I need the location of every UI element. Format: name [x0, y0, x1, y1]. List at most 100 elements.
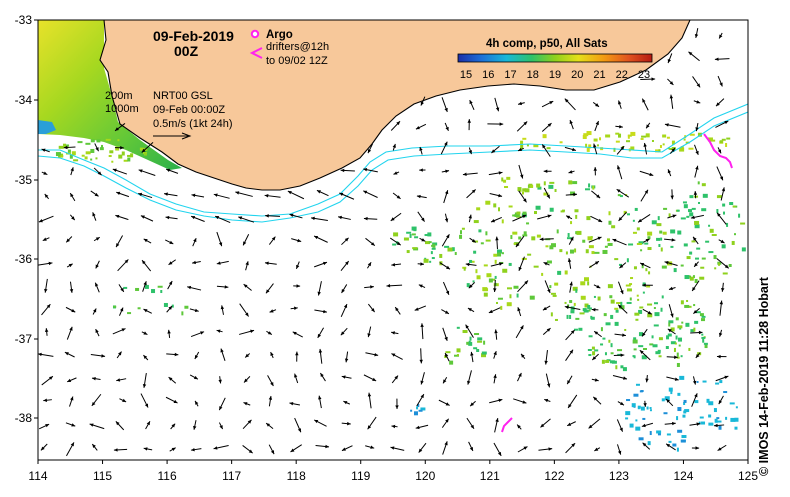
current-vector — [386, 284, 402, 287]
current-vector — [217, 330, 223, 333]
current-vector — [41, 444, 47, 450]
sst-pixel — [685, 323, 689, 327]
sst-pixel — [500, 306, 502, 310]
lat-tick-label: -37 — [15, 332, 33, 346]
current-vector — [593, 397, 601, 404]
sst-pixel — [151, 289, 155, 293]
current-vector — [66, 307, 75, 312]
current-vector — [217, 285, 228, 288]
current-vector — [470, 100, 474, 110]
current-vector — [166, 397, 178, 403]
current-vector — [440, 263, 450, 270]
sst-pixel — [678, 338, 682, 342]
sst-pixel — [630, 132, 635, 136]
current-vector — [314, 310, 327, 313]
current-vector — [368, 417, 377, 429]
current-vector — [392, 376, 398, 383]
sst-pixel — [537, 235, 541, 238]
lon-tick-label: 117 — [222, 469, 241, 483]
colorbar-tick-label: 18 — [527, 69, 539, 81]
sst-pixel — [587, 281, 589, 285]
current-vector — [318, 281, 322, 295]
sst-pixel — [637, 227, 640, 230]
current-vector — [119, 399, 126, 402]
sst-pixel — [675, 343, 677, 345]
sst-pixel — [414, 236, 418, 238]
sst-pixel — [672, 444, 676, 447]
sst-pixel — [584, 277, 589, 281]
current-vector — [45, 194, 49, 199]
sst-pixel — [406, 232, 411, 234]
current-vector — [341, 304, 347, 317]
current-vector — [294, 374, 298, 383]
current-vector — [544, 399, 550, 402]
sst-pixel — [708, 225, 710, 227]
current-vector — [718, 147, 721, 153]
colorbar-tick-label: 17 — [504, 69, 516, 81]
sst-pixel — [677, 393, 680, 396]
current-vector — [593, 144, 597, 154]
current-vector — [467, 370, 471, 384]
sst-pixel — [616, 310, 619, 313]
current-vector — [617, 146, 624, 154]
current-vector — [517, 373, 521, 381]
current-vector — [487, 122, 503, 125]
sst-pixel — [412, 247, 417, 249]
current-vector — [235, 191, 252, 196]
current-vector — [443, 282, 449, 295]
current-vector — [70, 282, 73, 293]
current-vector — [595, 121, 599, 131]
current-vector — [538, 447, 552, 450]
sst-pixel — [584, 310, 589, 313]
current-vector — [495, 237, 498, 249]
sst-pixel — [610, 315, 613, 319]
sst-pixel — [660, 238, 662, 241]
current-vector — [469, 215, 472, 222]
current-vector — [239, 330, 254, 335]
product-label: NRT00 GSL — [153, 90, 213, 102]
sst-pixel — [404, 238, 409, 241]
sst-pixel — [127, 158, 130, 162]
sst-pixel — [617, 349, 622, 351]
current-vector — [90, 423, 105, 428]
sst-pixel — [688, 148, 693, 150]
sst-pixel — [551, 312, 553, 316]
sst-pixel — [534, 211, 537, 214]
current-vector — [643, 143, 646, 154]
sst-pixel — [605, 352, 607, 355]
current-vector — [214, 446, 229, 450]
current-vector — [619, 212, 627, 221]
sst-pixel — [662, 295, 664, 298]
sst-pixel — [693, 304, 695, 306]
current-vector — [192, 261, 201, 264]
current-vector — [391, 354, 402, 360]
sst-pixel — [602, 360, 605, 364]
sst-pixel — [722, 204, 725, 207]
current-vector — [142, 331, 148, 334]
sst-pixel — [725, 143, 727, 147]
current-vector — [195, 352, 199, 359]
sst-pixel — [509, 263, 512, 266]
current-vector — [618, 402, 624, 406]
sst-pixel — [607, 238, 610, 241]
current-vector — [442, 419, 448, 428]
sst-pixel — [470, 337, 472, 341]
sst-pixel — [549, 285, 551, 288]
sst-pixel — [118, 155, 122, 159]
sst-pixel — [609, 295, 612, 298]
current-vector — [319, 349, 322, 364]
sst-pixel — [677, 448, 679, 452]
sst-pixel — [635, 427, 640, 431]
sst-pixel — [469, 260, 472, 263]
sst-pixel — [474, 333, 479, 335]
sst-pixel — [568, 180, 572, 184]
current-vector — [665, 123, 681, 127]
current-vector — [114, 448, 127, 451]
current-vector — [365, 446, 374, 449]
current-vector — [268, 375, 274, 386]
sst-pixel — [643, 292, 645, 294]
sst-pixel — [598, 297, 601, 301]
sst-pixel — [574, 303, 576, 306]
sst-pixel — [106, 139, 111, 141]
sst-pixel — [650, 431, 652, 435]
